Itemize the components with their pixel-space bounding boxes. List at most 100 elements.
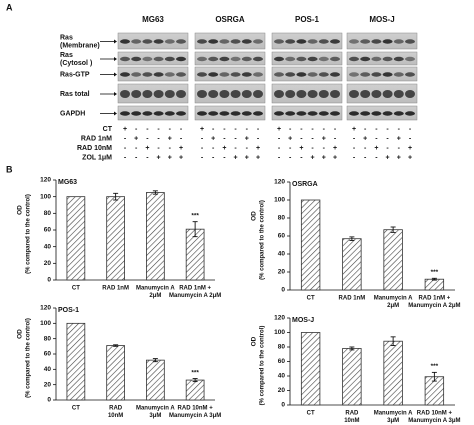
treatment-sign: - xyxy=(223,154,226,161)
blot xyxy=(271,32,343,50)
error-bar xyxy=(192,378,198,383)
treatment-sign: - xyxy=(212,145,215,152)
treatment-sign: - xyxy=(278,154,281,161)
blot xyxy=(346,105,418,121)
row-label: Ras xyxy=(60,52,73,59)
arrow-head xyxy=(114,72,117,77)
band xyxy=(142,72,153,77)
band xyxy=(382,72,393,77)
treatment-sign: - xyxy=(334,126,337,133)
treatment-sign: - xyxy=(398,126,401,133)
band xyxy=(153,72,164,77)
treatment-sign: - xyxy=(124,135,127,142)
band xyxy=(405,90,415,98)
band xyxy=(274,111,284,116)
treatment-sign: - xyxy=(146,154,149,161)
y-label: OD xyxy=(17,205,24,215)
arrow-head xyxy=(114,111,117,116)
treatment-sign: - xyxy=(201,154,204,161)
band xyxy=(360,90,371,98)
treatment-sign: - xyxy=(180,126,183,133)
x-tick-label: 10nM xyxy=(108,413,123,419)
y-tick-label: 60 xyxy=(278,233,286,240)
significance: *** xyxy=(191,369,199,376)
treatment-sign: + xyxy=(256,145,260,152)
band xyxy=(176,72,186,77)
treatment-sign: - xyxy=(289,154,292,161)
band xyxy=(197,90,207,98)
treatment-sign: + xyxy=(168,154,172,161)
y-tick-label: 80 xyxy=(44,210,52,217)
band xyxy=(330,90,340,98)
blot xyxy=(194,32,266,50)
row-label: Ras total xyxy=(60,91,90,98)
band xyxy=(142,111,153,116)
treatment-sign: + xyxy=(211,135,215,142)
band xyxy=(371,39,382,44)
band xyxy=(307,90,318,98)
y-tick-label: 80 xyxy=(278,344,286,351)
cell-line-label: MG63 xyxy=(142,15,164,24)
row-label: Ras xyxy=(60,34,73,41)
y-tick-label: 20 xyxy=(44,260,52,267)
treatment-sign: - xyxy=(146,135,149,142)
band xyxy=(153,56,164,62)
band xyxy=(253,90,263,98)
band xyxy=(219,72,230,77)
band xyxy=(120,56,130,62)
treatment-sign: - xyxy=(124,154,127,161)
band xyxy=(318,39,329,44)
band xyxy=(318,72,329,77)
band xyxy=(360,111,371,116)
panel-label: B xyxy=(6,164,13,174)
band xyxy=(176,56,186,62)
band xyxy=(371,72,382,77)
band xyxy=(253,56,263,62)
band xyxy=(176,39,186,44)
y-tick-label: 0 xyxy=(47,397,51,404)
cell-line-label: POS-1 xyxy=(295,15,320,24)
row-label: Ras-GTP xyxy=(60,71,90,78)
treatment-sign: - xyxy=(353,145,356,152)
treatment-sign: - xyxy=(353,154,356,161)
x-tick-label: RAD xyxy=(345,411,359,417)
chart-title: MOS-J xyxy=(292,317,314,324)
treatment-sign: - xyxy=(257,126,260,133)
band xyxy=(405,39,415,44)
y-tick-label: 0 xyxy=(47,277,51,284)
band xyxy=(253,72,263,77)
error-bar xyxy=(152,358,158,363)
blot xyxy=(117,51,189,66)
x-tick-label: CT xyxy=(307,411,315,417)
y-tick-label: 40 xyxy=(44,243,52,250)
band xyxy=(285,111,296,116)
x-tick-label: Manumycin A xyxy=(136,406,175,412)
y-tick-label: 20 xyxy=(278,387,286,394)
treatment-sign: + xyxy=(408,145,412,152)
x-tick-label: Manumycin A 2μM xyxy=(169,293,221,299)
y-tick-label: 80 xyxy=(44,335,52,342)
treatment-sign: - xyxy=(234,126,237,133)
treatment-sign: + xyxy=(333,154,337,161)
treatment-sign: + xyxy=(322,154,326,161)
blot xyxy=(271,66,343,82)
treatment-sign: - xyxy=(289,126,292,133)
band xyxy=(208,56,219,62)
treatment-sign: + xyxy=(168,135,172,142)
blot xyxy=(271,105,343,121)
significance: *** xyxy=(431,269,439,276)
error-bar xyxy=(152,190,158,195)
y-tick-label: 0 xyxy=(281,402,285,409)
treatment-sign: - xyxy=(234,135,237,142)
y-tick-label: 20 xyxy=(278,269,286,276)
band xyxy=(176,111,186,116)
treatment-sign: - xyxy=(223,135,226,142)
chart-title: MG63 xyxy=(58,179,77,186)
x-tick-label: 2μM xyxy=(149,293,161,299)
treatment-sign: + xyxy=(245,135,249,142)
error-bar xyxy=(349,346,355,351)
treatment-sign: + xyxy=(123,126,127,133)
arrow-head xyxy=(114,39,117,44)
band xyxy=(253,39,263,44)
